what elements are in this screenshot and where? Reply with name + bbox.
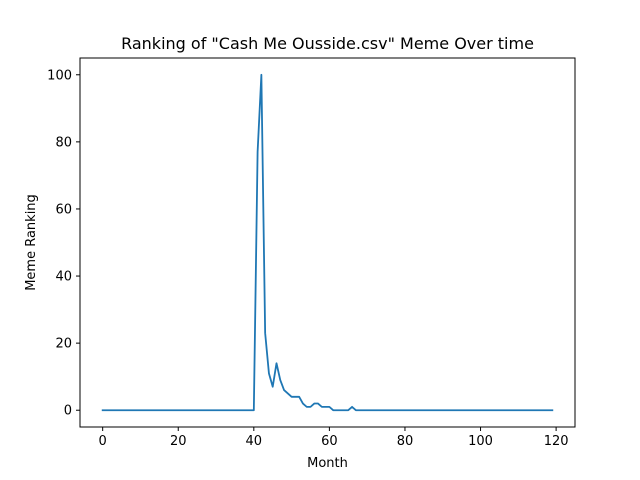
series-layer bbox=[101, 73, 554, 412]
x-tick-label: 40 bbox=[246, 434, 263, 449]
x-tick-label: 100 bbox=[468, 434, 493, 449]
series-line bbox=[101, 73, 554, 412]
y-tick-label: 0 bbox=[64, 404, 72, 419]
x-tick-label: 60 bbox=[321, 434, 338, 449]
y-tick-label: 100 bbox=[47, 68, 72, 83]
plot-area-frame bbox=[79, 57, 576, 428]
x-axis-ticks: 0 20 40 60 80 100 120 bbox=[99, 427, 569, 449]
chart-title: Ranking of "Cash Me Ousside.csv" Meme Ov… bbox=[121, 34, 534, 53]
y-axis-ticks: 0 20 40 60 80 100 bbox=[47, 68, 80, 419]
x-tick-label: 80 bbox=[397, 434, 414, 449]
x-axis-label: Month bbox=[307, 456, 348, 471]
x-tick-label: 0 bbox=[99, 434, 107, 449]
x-tick-label: 120 bbox=[544, 434, 569, 449]
y-tick-label: 60 bbox=[55, 202, 72, 217]
y-tick-label: 40 bbox=[55, 270, 72, 285]
y-tick-label: 80 bbox=[55, 135, 72, 150]
y-tick-label: 20 bbox=[55, 337, 72, 352]
x-tick-label: 20 bbox=[170, 434, 187, 449]
y-axis-label: Meme Ranking bbox=[24, 194, 39, 291]
